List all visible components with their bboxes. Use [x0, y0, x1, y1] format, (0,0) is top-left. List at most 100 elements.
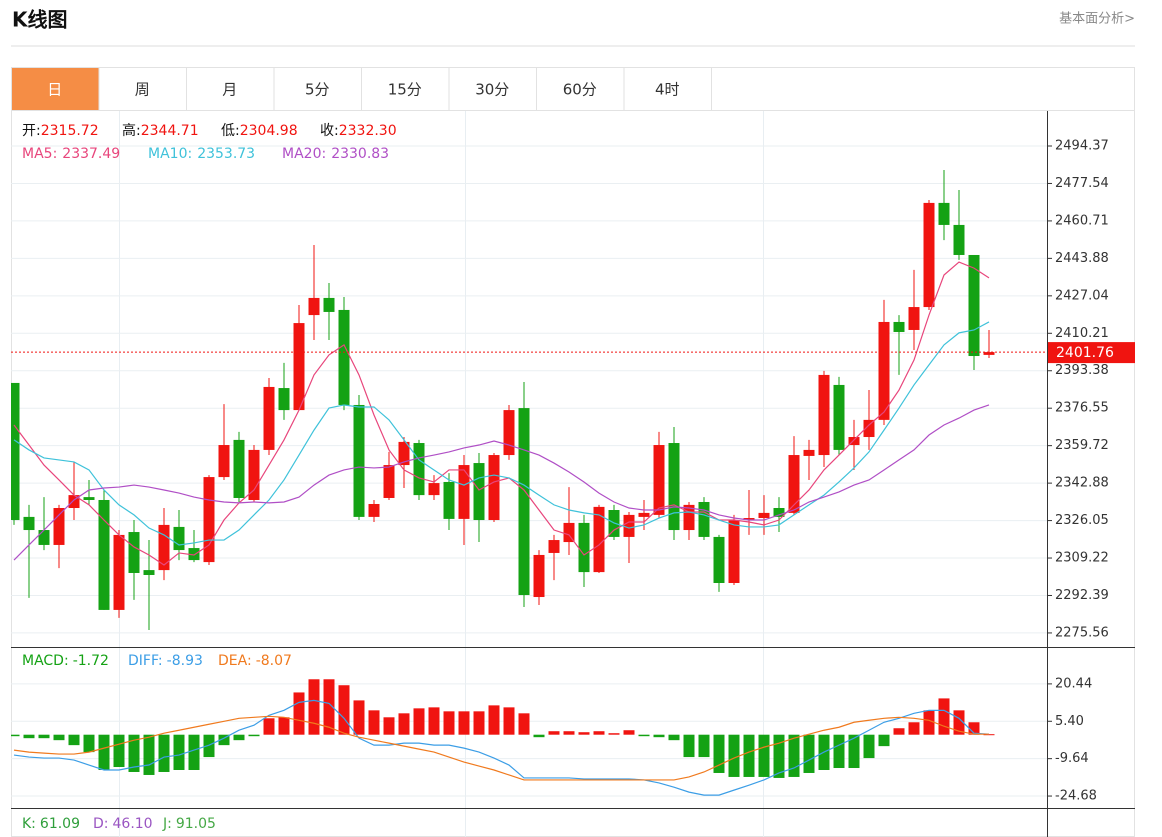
kdj-legend: J: 91.05 [162, 816, 216, 832]
candle-body [263, 386, 275, 450]
macd-bar [233, 734, 245, 741]
candle-body [593, 506, 605, 573]
legend-value: 2353.73 [197, 146, 255, 162]
macd-bar [848, 734, 860, 769]
tab-box[interactable] [11, 67, 100, 111]
macd-bar [878, 734, 890, 747]
tab-box[interactable] [536, 67, 625, 111]
legend-name: DEA: [218, 653, 252, 669]
tab-label[interactable]: 日 [47, 81, 62, 99]
macd-bar [263, 718, 275, 735]
tab[interactable]: 日 [11, 67, 100, 111]
macd-bar [11, 734, 20, 737]
tab-label[interactable]: 月 [222, 81, 237, 99]
info-value: 2315.72 [41, 123, 99, 139]
macd-bar [893, 728, 905, 735]
candle-body [293, 323, 305, 411]
info-label: 开: [22, 123, 41, 139]
macd-bar [38, 734, 50, 739]
ma-legend: MA10: 2353.73 [148, 146, 255, 162]
y-tick-label: 2376.55 [1055, 401, 1109, 416]
macd-bar [833, 734, 845, 769]
macd-bar [683, 734, 695, 758]
y-tick-label: 2427.04 [1055, 288, 1109, 303]
tab-label[interactable]: 周 [135, 81, 150, 99]
candle-body [653, 445, 665, 515]
tab[interactable]: 30分 [448, 67, 537, 111]
macd-bar [728, 734, 740, 777]
macd-bar [803, 734, 815, 773]
candle-body [338, 309, 350, 405]
macd-bar [503, 707, 515, 735]
fundamentals-link[interactable]: 基本面分析> [1059, 12, 1135, 27]
tab-box[interactable] [623, 67, 712, 111]
tab-bar: 日 周 月 5分 15分 30分 60分 4时 [11, 67, 712, 111]
candle-body [818, 374, 830, 456]
tab[interactable]: 60分 [536, 67, 625, 111]
candle-body [428, 483, 440, 496]
candle-body [278, 388, 290, 411]
ma-legend: MA5: 2337.49 [22, 146, 120, 162]
candle-body [218, 445, 230, 478]
candle-body [953, 224, 965, 255]
candle-body [68, 495, 80, 509]
y-tick-label: 2393.38 [1055, 363, 1109, 378]
y-tick-label: 2309.22 [1055, 551, 1109, 566]
tab[interactable]: 4时 [623, 67, 712, 111]
tab-label[interactable]: 4时 [655, 81, 680, 99]
legend-value: -1.72 [73, 653, 109, 669]
macd-legend: MACD: -1.72 [22, 653, 109, 669]
macd-bar [713, 734, 725, 773]
macd-bar [608, 733, 620, 735]
macd-bar [428, 707, 440, 735]
tab-label[interactable]: 5分 [305, 81, 330, 99]
candle-body [983, 352, 995, 355]
info-label: 收: [320, 123, 339, 139]
tab-label[interactable]: 30分 [475, 81, 509, 99]
macd-plot [11, 679, 995, 796]
kdj-legend: K: 61.09 [22, 816, 80, 832]
tab-label[interactable]: 60分 [563, 81, 597, 99]
tab[interactable]: 月 [186, 67, 275, 111]
tab-box[interactable] [273, 67, 362, 111]
y-tick-label: -9.64 [1055, 751, 1089, 766]
candle-body [533, 554, 545, 598]
macd-bar [638, 734, 650, 737]
tab[interactable]: 周 [98, 67, 187, 111]
macd-bar [953, 710, 965, 735]
legend-value: -8.07 [256, 653, 292, 669]
legend-name: DIFF: [128, 653, 163, 669]
candle-body [323, 297, 335, 312]
info-value: 2332.30 [339, 123, 397, 139]
macd-bar [128, 734, 140, 772]
candle-body [743, 518, 755, 521]
tab-box[interactable] [361, 67, 450, 111]
candle-body [848, 437, 860, 446]
macd-bar [173, 734, 185, 770]
macd-bar [593, 731, 605, 735]
candle-body [503, 410, 515, 456]
macd-bar [368, 710, 380, 735]
tab-box[interactable] [186, 67, 275, 111]
candle-body [833, 384, 845, 450]
legend-name: D: [93, 816, 109, 832]
tab[interactable]: 5分 [273, 67, 362, 111]
candle-body [158, 524, 170, 571]
candle-body [623, 514, 635, 537]
candle-body [203, 477, 215, 563]
candle-body [23, 516, 35, 531]
tab-box[interactable] [448, 67, 537, 111]
y-tick-label: 20.44 [1055, 676, 1092, 691]
y-tick-label: 2460.71 [1055, 213, 1109, 228]
candle-body [83, 497, 95, 500]
tab[interactable]: 15分 [361, 67, 450, 111]
candle-body [473, 463, 485, 521]
macd-bar [398, 713, 410, 735]
candle-body [398, 441, 410, 466]
candle-body [413, 443, 425, 496]
last-price-label: 2401.76 [1056, 345, 1114, 361]
y-tick-label: 2443.88 [1055, 251, 1109, 266]
tab-label[interactable]: 15分 [388, 81, 422, 99]
candle-body [908, 307, 920, 330]
